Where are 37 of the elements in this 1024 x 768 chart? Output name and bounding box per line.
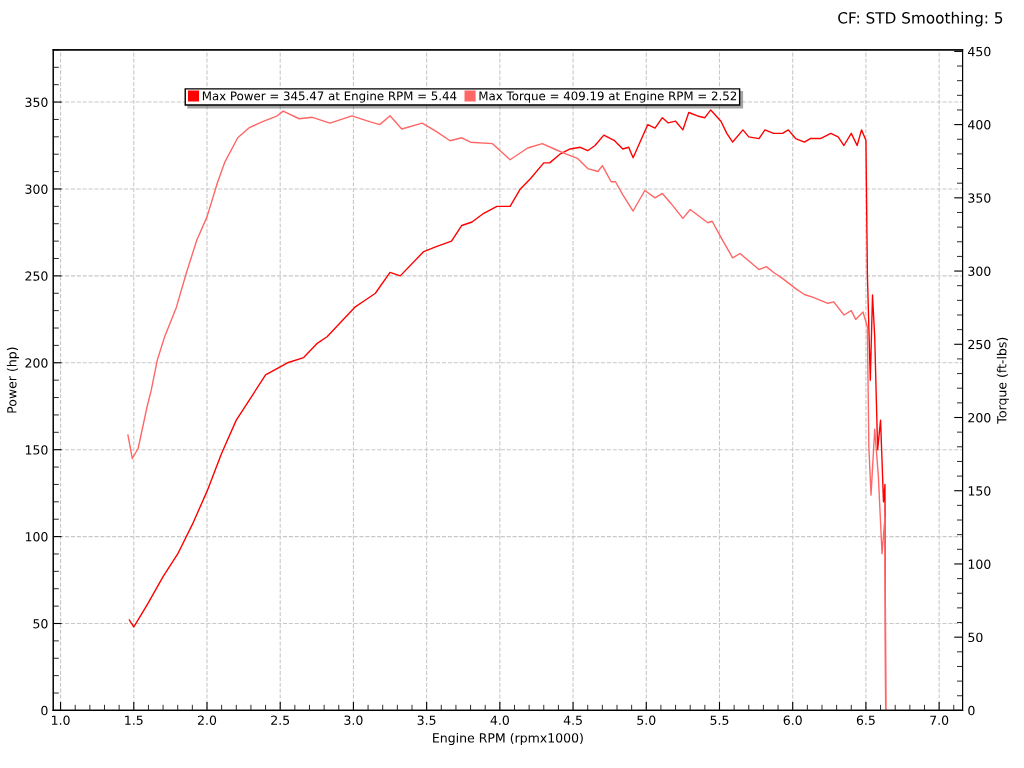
y2-tick-label: 100 xyxy=(968,559,991,569)
y2-axis-title: Torque (ft-lbs) xyxy=(996,337,1009,424)
x-tick-label: 1.5 xyxy=(125,715,143,725)
y-tick-label: 150 xyxy=(25,445,48,455)
y2-tick-label: 150 xyxy=(968,486,991,496)
x-tick-label: 6.5 xyxy=(856,715,875,725)
y-tick-label: 200 xyxy=(25,358,48,368)
y-tick-label: 100 xyxy=(25,532,48,542)
x-tick-label: 4.5 xyxy=(563,715,582,725)
x-tick-label: 5.5 xyxy=(710,715,729,725)
x-tick-label: 3.0 xyxy=(344,715,363,725)
x-tick-label: 6.0 xyxy=(783,715,802,725)
x-tick-label: 3.5 xyxy=(417,715,436,725)
x-tick-label: 2.5 xyxy=(271,715,290,725)
legend-label: Max Torque = 409.19 at Engine RPM = 2.52 xyxy=(479,91,737,103)
y-tick-label: 300 xyxy=(25,184,48,194)
y2-tick-label: 300 xyxy=(968,266,991,276)
y2-tick-label: 400 xyxy=(968,120,991,130)
text: CF: STD Smoothing: 5 xyxy=(838,11,1003,27)
y-tick-label: 350 xyxy=(25,97,48,107)
y2-tick-label: 250 xyxy=(968,339,991,350)
y2-tick-label: 450 xyxy=(968,46,991,57)
y-tick-label: 250 xyxy=(25,271,48,281)
y-axis-title: Power (hp) xyxy=(6,347,19,413)
x-axis-title: Engine RPM (rpmx1000) xyxy=(433,732,583,746)
y-tick-label: 50 xyxy=(33,618,48,629)
legend-label: Max Power = 345.47 at Engine RPM = 5.44 xyxy=(202,91,457,103)
x-tick-label: 2.0 xyxy=(197,715,217,725)
y2-tick-label: 0 xyxy=(968,705,975,716)
y-tick-label: 0 xyxy=(41,705,48,716)
x-tick-label: 5.0 xyxy=(637,715,656,725)
y2-tick-label: 350 xyxy=(968,193,991,203)
y2-tick-label: 50 xyxy=(968,632,983,643)
x-tick-label: 7.0 xyxy=(930,715,949,725)
y2-tick-label: 200 xyxy=(968,412,991,423)
x-tick-label: 1.0 xyxy=(52,715,70,725)
x-tick-label: 4.0 xyxy=(490,715,509,725)
